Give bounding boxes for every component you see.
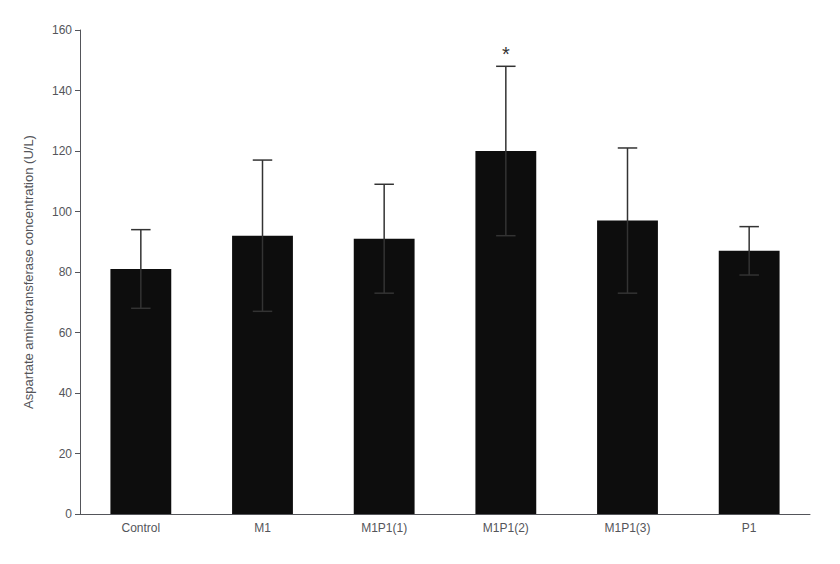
- svg-text:P1: P1: [742, 521, 757, 535]
- svg-text:20: 20: [59, 447, 73, 461]
- svg-text:80: 80: [59, 265, 73, 279]
- svg-text:M1P1(1): M1P1(1): [361, 521, 407, 535]
- svg-text:Control: Control: [121, 521, 160, 535]
- svg-text:100: 100: [52, 205, 72, 219]
- svg-text:Aspartate aminotransferase con: Aspartate aminotransferase concentration…: [21, 135, 36, 409]
- svg-text:60: 60: [59, 326, 73, 340]
- svg-text:140: 140: [52, 84, 72, 98]
- svg-text:120: 120: [52, 144, 72, 158]
- svg-text:40: 40: [59, 386, 73, 400]
- svg-text:M1P1(3): M1P1(3): [604, 521, 650, 535]
- svg-text:160: 160: [52, 23, 72, 37]
- svg-text:*: *: [502, 43, 510, 65]
- svg-text:M1P1(2): M1P1(2): [483, 521, 529, 535]
- svg-text:0: 0: [65, 507, 72, 521]
- svg-text:M1: M1: [254, 521, 271, 535]
